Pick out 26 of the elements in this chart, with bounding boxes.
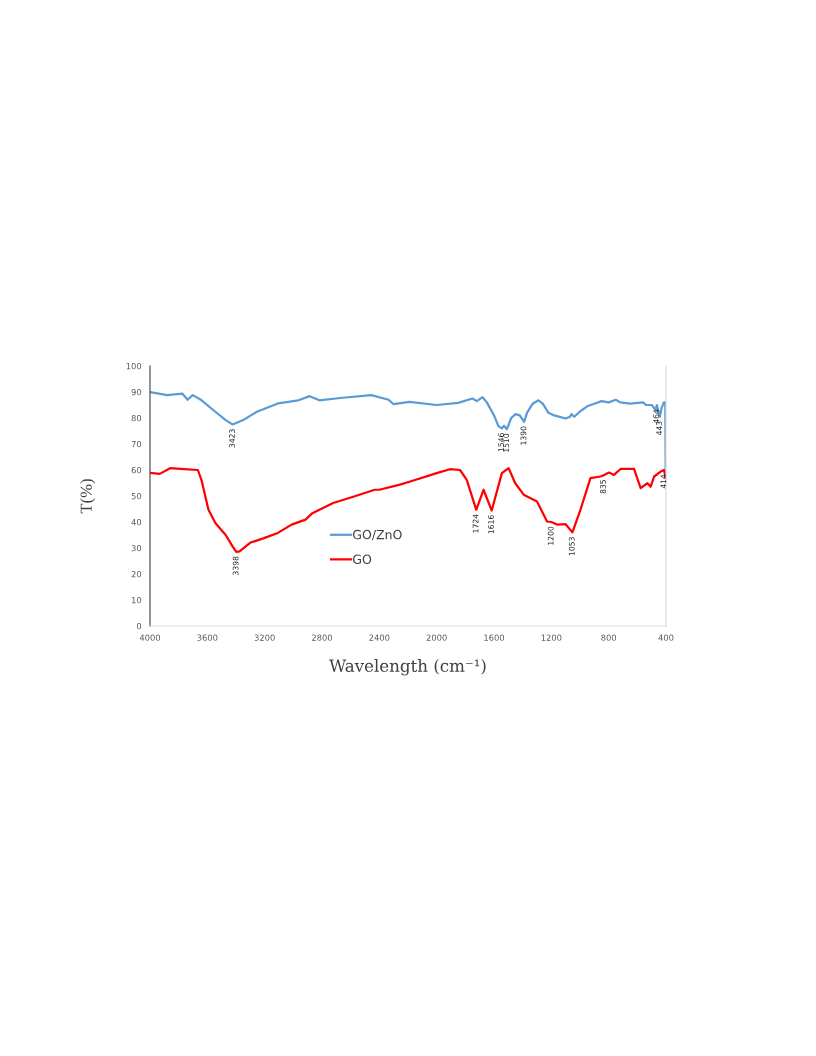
y-tick-label: 0: [136, 622, 142, 630]
y-tick-label: 50: [131, 492, 142, 500]
legend-label: GO: [353, 554, 372, 564]
x-tick-label: 1200: [541, 634, 562, 641]
x-tick-label: 2400: [369, 634, 390, 641]
y-tick-label: 90: [131, 388, 142, 396]
y-tick-label: 80: [131, 414, 142, 422]
x-tick-label: 400: [658, 634, 674, 641]
legend-label: GO/ZnO: [353, 529, 402, 541]
x-tick-label: 2800: [312, 634, 333, 641]
x-tick-label: 800: [601, 634, 617, 641]
y-tick-label: 30: [131, 544, 142, 552]
y-tick-label: 70: [131, 440, 142, 448]
x-tick-label: 3200: [254, 634, 275, 641]
x-tick-label: 1600: [484, 634, 505, 641]
x-axis-title: Wavelength (cm⁻¹): [329, 659, 486, 676]
y-tick-label: 10: [131, 596, 142, 604]
y-tick-label: 100: [126, 362, 142, 370]
x-tick-label: 4000: [139, 634, 161, 641]
x-tick-label: 2000: [426, 634, 447, 641]
y-tick-label: 60: [131, 466, 142, 474]
y-axis-title: T(%): [80, 479, 96, 514]
line-series: [150, 467, 666, 554]
y-tick-label: 40: [131, 518, 142, 526]
y-tick-label: 20: [131, 570, 142, 578]
x-tick-label: 3600: [197, 634, 218, 641]
